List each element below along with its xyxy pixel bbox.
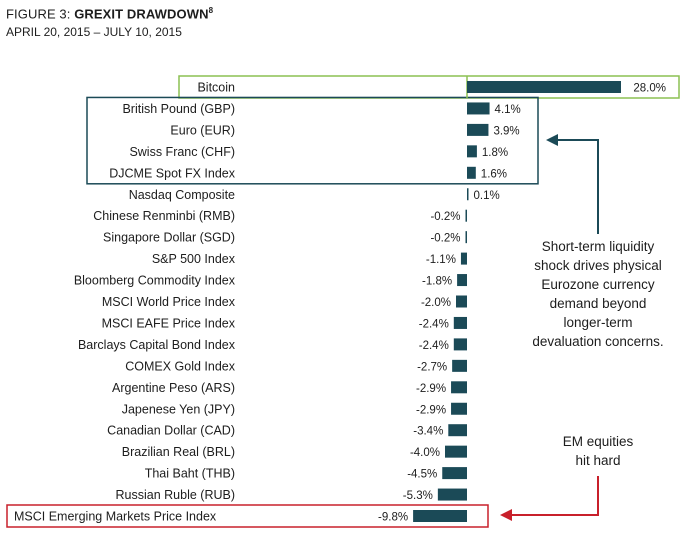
em-box: [6, 504, 489, 528]
value-label: -2.0%: [421, 297, 451, 309]
value-label: -2.9%: [416, 404, 446, 416]
bar: [442, 467, 467, 480]
annotation-arrow-line: [512, 476, 599, 516]
value-label: -4.0%: [410, 447, 440, 459]
category-label: MSCI EAFE Price Index: [102, 316, 236, 330]
category-label: Barclays Capital Bond Index: [78, 338, 236, 352]
chart-subtitle: APRIL 20, 2015 – JULY 10, 2015: [6, 25, 182, 39]
figure-title: FIGURE 3: GREXIT DRAWDOWN8: [6, 6, 213, 21]
value-label: -2.7%: [417, 361, 447, 373]
value-label: 3.9%: [493, 125, 519, 137]
category-label: Thai Baht (THB): [145, 467, 235, 481]
bar: [413, 510, 467, 522]
value-label: 4.1%: [495, 104, 521, 116]
bar: [437, 488, 467, 501]
category-label: Brazilian Real (BRL): [122, 445, 235, 459]
annotation-line: Short-term liquidity: [542, 239, 655, 254]
category-label: Argentine Peso (ARS): [112, 381, 235, 395]
bar: [452, 359, 467, 372]
category-label: Japenese Yen (JPY): [122, 402, 235, 416]
bar: [451, 402, 467, 415]
value-label: -0.2%: [430, 211, 460, 223]
bar: [465, 209, 467, 222]
value-label: -1.8%: [422, 276, 452, 288]
bar: [467, 188, 469, 201]
category-label: Canadian Dollar (CAD): [107, 424, 235, 438]
value-label: -3.4%: [413, 426, 443, 438]
bar: [453, 338, 467, 351]
value-label: -1.1%: [426, 254, 456, 266]
category-label: Swiss Franc (CHF): [129, 145, 235, 159]
category-label: COMEX Gold Index: [125, 359, 236, 373]
annotation-line: EM equities: [563, 434, 634, 449]
annotation-line: devaluation concerns.: [532, 334, 663, 349]
bar: [457, 274, 467, 287]
annotation-line: longer-term: [563, 315, 632, 330]
annotation-line: demand beyond: [550, 296, 647, 311]
bar: [467, 81, 621, 93]
category-label: British Pound (GBP): [122, 102, 235, 116]
bar: [467, 123, 489, 136]
value-label: -2.4%: [419, 340, 449, 352]
figure-prefix: FIGURE 3:: [6, 6, 75, 22]
bar: [445, 445, 467, 458]
value-label: 0.1%: [474, 190, 500, 202]
value-label: 1.6%: [481, 168, 507, 180]
bar: [456, 295, 467, 308]
category-label: MSCI Emerging Markets Price Index: [14, 510, 217, 524]
bar: [467, 145, 477, 158]
category-label: Bitcoin: [197, 81, 235, 95]
bar: [451, 381, 467, 394]
value-label: -0.2%: [430, 233, 460, 245]
category-label: Nasdaq Composite: [129, 188, 235, 202]
chart-title: GREXIT DRAWDOWN: [74, 6, 209, 22]
category-label: Chinese Renminbi (RMB): [93, 209, 235, 223]
value-label: -2.4%: [419, 318, 449, 330]
annotation-arrowhead: [500, 509, 512, 521]
annotation-line: shock drives physical: [534, 258, 662, 273]
bar: [448, 424, 467, 437]
fx-group-box: [86, 96, 539, 185]
category-label: Russian Ruble (RUB): [116, 488, 235, 502]
footnote-marker: 8: [208, 6, 214, 15]
value-label: -4.5%: [407, 469, 437, 481]
bar: [453, 316, 467, 329]
category-label: MSCI World Price Index: [102, 295, 236, 309]
category-label: DJCME Spot FX Index: [109, 166, 235, 180]
value-label: -9.8%: [378, 512, 408, 524]
annotation-line: hit hard: [575, 453, 620, 468]
bar: [467, 102, 490, 115]
value-label: -2.9%: [416, 383, 446, 395]
annotation-line: Eurozone currency: [541, 277, 655, 292]
category-label: Euro (EUR): [170, 123, 235, 137]
value-label: 28.0%: [633, 83, 666, 95]
category-label: Bloomberg Commodity Index: [74, 274, 236, 288]
bar: [460, 252, 467, 265]
annotation-arrowhead: [546, 134, 558, 146]
category-label: Singapore Dollar (SGD): [103, 231, 235, 245]
category-label: S&P 500 Index: [152, 252, 236, 266]
annotation-arrow-line: [556, 139, 599, 234]
bar: [465, 231, 467, 244]
value-label: -5.3%: [403, 490, 433, 502]
bar: [467, 166, 476, 179]
value-label: 1.8%: [482, 147, 508, 159]
